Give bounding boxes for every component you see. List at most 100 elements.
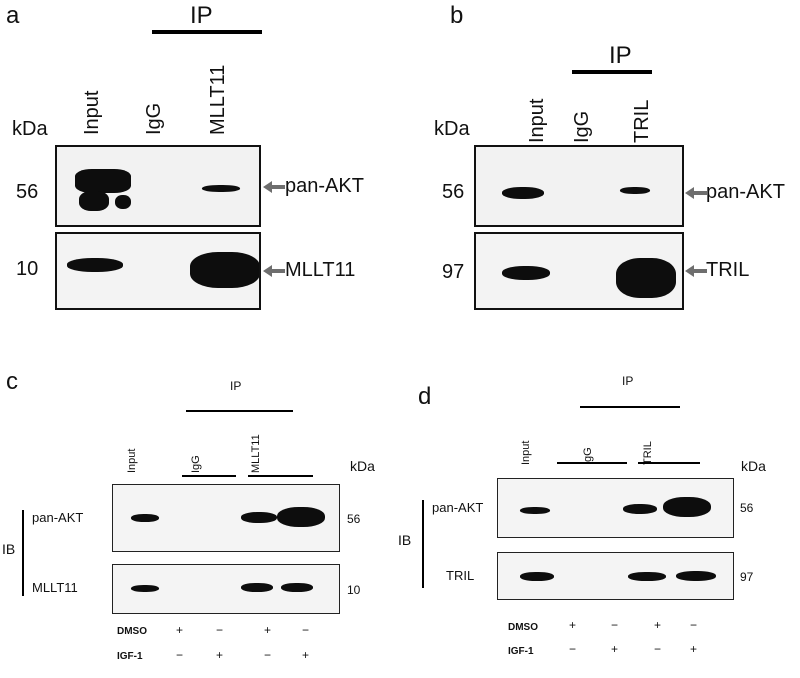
band-ip	[202, 185, 240, 192]
sign: +	[569, 618, 577, 632]
ib-bracket-c	[22, 510, 24, 596]
lane-label-mllt11-c: MLLT11	[250, 434, 262, 473]
mw-label-d-97: 97	[740, 570, 754, 584]
band	[628, 572, 666, 581]
ip-bar-d	[580, 406, 680, 408]
kda-label-c: kDa	[350, 458, 375, 474]
band	[131, 514, 159, 522]
band	[520, 572, 554, 581]
blot-b-pan-akt	[474, 145, 684, 227]
ip-label-d: IP	[622, 374, 634, 388]
sign: −	[176, 648, 184, 662]
lane-label-mllt11-a: MLLT11	[207, 64, 229, 135]
treatment-label-c-igf1: IGF-1	[117, 651, 143, 662]
target-label-c-pan-akt: pan-AKT	[32, 510, 84, 525]
band	[281, 583, 313, 592]
sign: −	[654, 642, 662, 656]
mw-label-b-97: 97	[442, 261, 465, 283]
band-input	[75, 169, 131, 193]
sign: −	[302, 623, 310, 637]
lane-bar-mllt11-c	[248, 475, 313, 477]
ib-bracket-d	[422, 500, 424, 588]
panel-letter-c: c	[6, 368, 18, 395]
lane-label-input-b: Input	[526, 98, 548, 143]
sign: −	[216, 623, 224, 637]
arrow-icon	[263, 265, 285, 277]
lane-label-input-d: Input	[520, 440, 532, 465]
sign: +	[690, 642, 698, 656]
arrow-icon	[685, 187, 707, 199]
band-input	[502, 187, 544, 199]
blot-a-pan-akt	[55, 145, 261, 227]
band	[277, 507, 325, 527]
mw-label-d-56: 56	[740, 501, 754, 515]
band	[131, 585, 159, 592]
panel-letter-d: d	[418, 383, 432, 410]
arrow-icon	[685, 265, 707, 277]
kda-label-d: kDa	[741, 458, 766, 474]
target-label-a-mllt11: MLLT11	[285, 259, 356, 281]
target-label-d-tril: TRIL	[446, 568, 475, 583]
kda-label-b: kDa	[434, 118, 470, 140]
band	[623, 504, 657, 514]
arrow-icon	[263, 181, 285, 193]
lane-label-input-c: Input	[126, 448, 138, 473]
sign: +	[216, 648, 224, 662]
band-input	[502, 266, 550, 280]
lane-bar-igg-d	[557, 462, 627, 464]
sign: −	[690, 618, 698, 632]
lane-label-igg-c: IgG	[190, 455, 202, 473]
band	[241, 512, 277, 523]
target-label-b-tril: TRIL	[706, 259, 750, 281]
lane-label-igg-b: IgG	[571, 110, 593, 143]
ip-label-b: IP	[609, 42, 632, 69]
ip-bar-c	[186, 410, 293, 412]
blot-a-mllt11	[55, 232, 261, 310]
sign: −	[569, 642, 577, 656]
ip-label-c: IP	[230, 379, 242, 393]
lane-bar-tril-d	[638, 462, 700, 464]
blot-c-mllt11	[112, 564, 340, 614]
blot-d-tril	[497, 552, 734, 600]
band-ip	[620, 187, 650, 194]
sign: +	[302, 648, 310, 662]
sign: −	[264, 648, 272, 662]
sign: −	[611, 618, 619, 632]
mw-label-a-10: 10	[16, 258, 39, 280]
ip-label-a: IP	[190, 2, 213, 29]
mw-label-a-56: 56	[16, 181, 39, 203]
band-ip	[616, 258, 676, 298]
lane-label-igg-a: IgG	[143, 102, 165, 135]
blot-c-pan-akt	[112, 484, 340, 552]
band-input-smear	[115, 195, 131, 209]
mw-label-c-10: 10	[347, 583, 361, 597]
panel-letter-b: b	[450, 2, 464, 29]
band	[241, 583, 273, 592]
target-label-a-pan-akt: pan-AKT	[285, 175, 364, 197]
band	[676, 571, 716, 581]
blot-d-pan-akt	[497, 478, 734, 538]
band	[520, 507, 550, 514]
target-label-b-pan-akt: pan-AKT	[706, 181, 785, 203]
band-ip	[190, 252, 259, 288]
sign: +	[611, 642, 619, 656]
lane-bar-igg-c	[182, 475, 236, 477]
band-input-smear	[79, 191, 109, 211]
sign: +	[264, 623, 272, 637]
band-input	[67, 258, 123, 272]
mw-label-b-56: 56	[442, 181, 465, 203]
ib-label-d: IB	[398, 532, 412, 548]
ib-label-c: IB	[2, 541, 16, 557]
band	[663, 497, 711, 517]
treatment-label-c-dmso: DMSO	[117, 626, 147, 637]
target-label-d-pan-akt: pan-AKT	[432, 500, 484, 515]
ip-bar-a	[152, 30, 262, 34]
lane-label-input-a: Input	[81, 90, 103, 135]
target-label-c-mllt11: MLLT11	[32, 580, 78, 595]
lane-label-tril-b: TRIL	[631, 99, 653, 143]
mw-label-c-56: 56	[347, 512, 361, 526]
treatment-label-d-igf1: IGF-1	[508, 646, 534, 657]
panel-letter-a: a	[6, 2, 20, 29]
blot-b-tril	[474, 232, 684, 310]
ip-bar-b	[572, 70, 652, 74]
